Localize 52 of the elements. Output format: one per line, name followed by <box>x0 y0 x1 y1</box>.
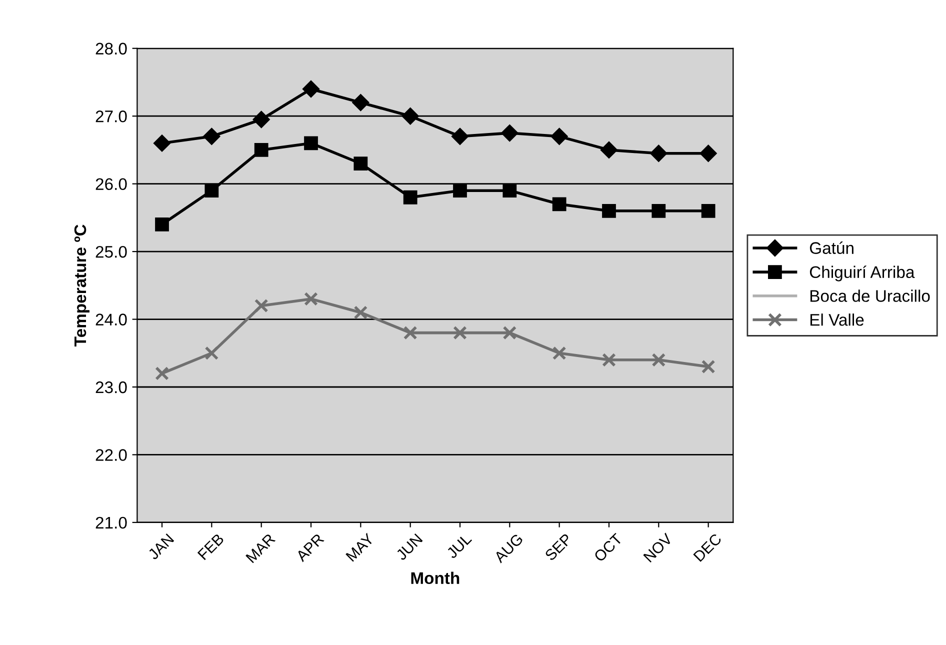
point <box>600 141 618 159</box>
point <box>203 128 220 145</box>
legend-label: Chiguirí Arriba <box>810 266 915 282</box>
point <box>701 204 716 218</box>
point <box>453 184 467 198</box>
y-tick-label: 26.0 <box>96 178 127 190</box>
point <box>453 326 467 340</box>
point <box>302 80 320 98</box>
point <box>550 128 568 145</box>
y-tick-label: 22.0 <box>96 449 127 461</box>
y-tick-label: 27.0 <box>96 110 127 122</box>
y-tick-label: 23.0 <box>96 381 127 394</box>
point <box>650 144 668 162</box>
point <box>501 124 518 142</box>
point <box>652 204 666 218</box>
point <box>700 144 717 162</box>
point <box>155 218 169 232</box>
point <box>602 204 616 218</box>
point <box>153 134 171 152</box>
point <box>254 143 268 157</box>
point <box>304 136 318 150</box>
point <box>602 352 616 367</box>
point <box>652 352 666 367</box>
point <box>204 346 219 360</box>
legend-label: Gatún <box>810 242 854 254</box>
point <box>254 298 268 313</box>
point <box>701 360 716 374</box>
legend-label: El Valle <box>810 314 864 326</box>
point <box>354 156 368 170</box>
legend-label: Boca de Uracillo <box>810 290 930 302</box>
y-axis-title: Temperature ºC <box>74 224 90 346</box>
x-tick-label: JUL <box>446 532 472 560</box>
point <box>204 184 219 198</box>
point <box>502 184 517 198</box>
point <box>352 94 370 112</box>
point <box>402 108 419 125</box>
point <box>304 292 318 306</box>
point <box>252 110 270 128</box>
point <box>403 190 418 204</box>
point <box>403 326 418 340</box>
x-axis-title: Month <box>411 572 460 584</box>
y-tick-label: 28.0 <box>96 42 127 55</box>
point <box>552 197 566 212</box>
x-tick-label: FEB <box>197 533 224 560</box>
y-tick-label: 25.0 <box>96 246 127 258</box>
point <box>552 346 566 360</box>
point <box>155 366 169 380</box>
y-tick-label: 24.0 <box>96 314 127 326</box>
point <box>354 306 368 320</box>
point <box>451 128 469 145</box>
point <box>502 326 517 340</box>
y-tick-label: 21.0 <box>96 516 127 529</box>
